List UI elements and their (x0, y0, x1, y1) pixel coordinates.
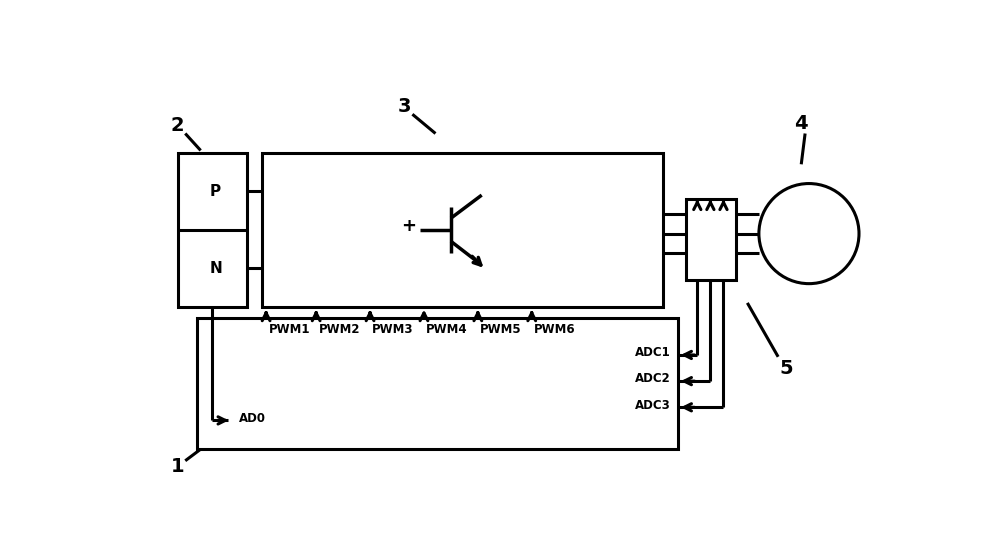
Text: PWM4: PWM4 (426, 323, 468, 337)
Text: +: + (401, 217, 416, 235)
Bar (197, 318, 678, 449)
Bar (262, 153, 663, 307)
Text: 1: 1 (171, 457, 184, 476)
Text: 5: 5 (779, 359, 793, 378)
Text: 2: 2 (171, 116, 184, 135)
Text: N: N (209, 261, 222, 276)
Text: PWM3: PWM3 (372, 323, 414, 337)
Text: 3: 3 (398, 97, 411, 116)
Text: P: P (210, 184, 221, 198)
Circle shape (759, 184, 859, 284)
Text: ADC2: ADC2 (635, 372, 670, 385)
Text: PWM2: PWM2 (318, 323, 360, 337)
Text: 4: 4 (794, 114, 808, 133)
Text: PWM1: PWM1 (268, 323, 310, 337)
Bar (686, 199, 736, 280)
Text: ADC1: ADC1 (635, 346, 670, 359)
Text: AD0: AD0 (239, 411, 266, 425)
Text: PWM5: PWM5 (480, 323, 522, 337)
Bar (178, 153, 247, 307)
Text: PWM6: PWM6 (534, 323, 576, 337)
Text: ADC3: ADC3 (635, 399, 670, 411)
